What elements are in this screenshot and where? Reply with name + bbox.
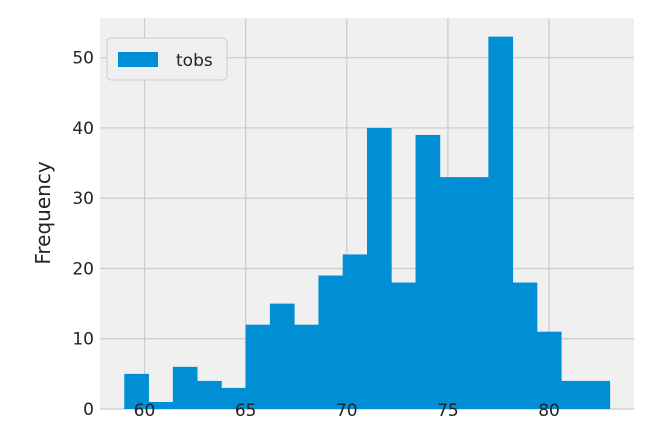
- histogram-bar: [536, 331, 562, 409]
- histogram-bar: [342, 254, 368, 409]
- x-tick-label: 70: [336, 401, 358, 421]
- histogram-bar: [148, 401, 174, 409]
- legend-swatch: [118, 52, 158, 67]
- histogram-bar: [439, 177, 465, 409]
- y-tick-label: 20: [72, 259, 94, 279]
- y-tick-labels: 0 10 20 30 40 50: [72, 49, 94, 420]
- histogram-bar: [269, 303, 295, 409]
- legend-label: tobs: [176, 51, 213, 71]
- y-tick-label: 10: [72, 330, 94, 350]
- histogram-bar: [585, 380, 611, 409]
- histogram-bar: [197, 380, 222, 409]
- x-tick-labels: 60 65 70 75 80: [134, 401, 560, 421]
- x-tick-label: 80: [538, 401, 560, 421]
- histogram-bar: [488, 36, 514, 409]
- histogram-bar: [367, 127, 392, 410]
- histogram-bar: [561, 380, 586, 409]
- histogram-bar: [172, 366, 198, 409]
- x-tick-label: 65: [235, 401, 257, 421]
- x-tick-label: 75: [437, 401, 459, 421]
- x-tick-label: 60: [134, 401, 156, 421]
- y-axis-label: Frequency: [31, 161, 55, 264]
- histogram-bar: [245, 324, 271, 409]
- histogram-bar: [415, 134, 441, 409]
- y-tick-label: 50: [72, 49, 94, 69]
- histogram-bar: [318, 275, 344, 409]
- histogram-bar: [512, 282, 538, 409]
- legend-box: [106, 37, 228, 81]
- histogram-bar: [124, 373, 149, 409]
- y-tick-label: 40: [72, 119, 94, 139]
- histogram-bar: [464, 177, 489, 409]
- histogram-bar: [294, 324, 319, 409]
- legend: tobs: [106, 37, 228, 81]
- histogram-bars: [124, 36, 611, 410]
- histogram-bar: [221, 387, 247, 409]
- histogram-bar: [391, 282, 416, 409]
- y-tick-label: 30: [72, 189, 94, 209]
- y-tick-label: 0: [83, 400, 94, 420]
